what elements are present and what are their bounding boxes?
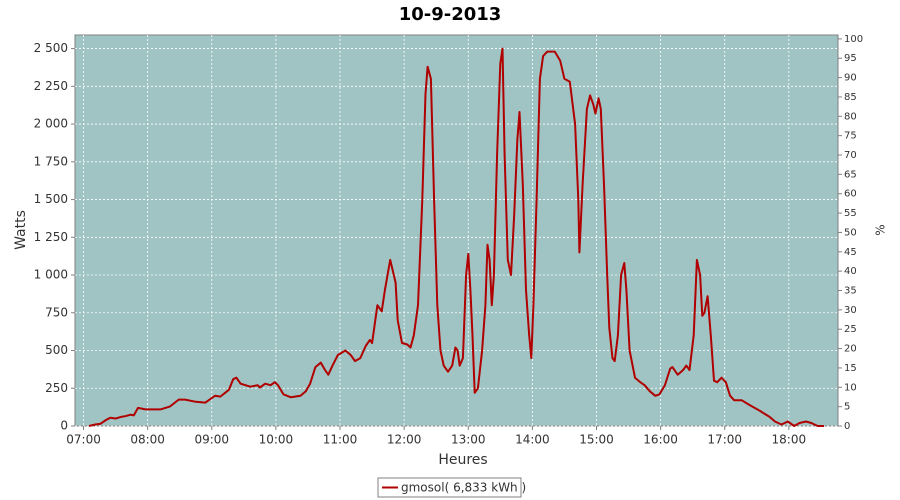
y2-tick-label: 70 bbox=[844, 150, 857, 161]
y-tick-label: 500 bbox=[45, 343, 68, 357]
x-tick-label: 16:00 bbox=[643, 433, 678, 447]
y2-tick-label: 5 bbox=[844, 402, 850, 413]
y2-tick-label: 100 bbox=[844, 34, 863, 45]
legend-label: gmosol( 6,833 kWh ) bbox=[401, 481, 526, 495]
y2-tick-label: 25 bbox=[844, 324, 857, 335]
x-tick-label: 08:00 bbox=[130, 433, 165, 447]
y2-axis-label: % bbox=[874, 224, 888, 235]
y2-tick-label: 90 bbox=[844, 73, 857, 84]
y2-tick-label: 75 bbox=[844, 131, 857, 142]
y2-tick-label: 10 bbox=[844, 382, 857, 393]
chart-title: 10-9-2013 bbox=[399, 4, 502, 25]
y2-tick-label: 60 bbox=[844, 189, 857, 200]
y-tick-label: 1 250 bbox=[34, 230, 68, 244]
x-tick-label: 11:00 bbox=[323, 433, 358, 447]
y2-tick-label: 35 bbox=[844, 286, 857, 297]
y2-tick-label: 15 bbox=[844, 363, 857, 374]
x-tick-label: 12:00 bbox=[387, 433, 422, 447]
y2-tick-label: 40 bbox=[844, 266, 857, 277]
y2-tick-label: 0 bbox=[844, 421, 850, 432]
legend-box bbox=[377, 477, 522, 498]
y-tick-label: 2 500 bbox=[34, 41, 68, 55]
x-tick-label: 07:00 bbox=[66, 433, 101, 447]
y-tick-label: 250 bbox=[45, 381, 68, 395]
y2-tick-label: 95 bbox=[844, 53, 857, 64]
y2-tick-label: 85 bbox=[844, 92, 857, 103]
x-axis-label: Heures bbox=[438, 452, 487, 468]
x-tick-label: 09:00 bbox=[194, 433, 229, 447]
y-tick-label: 2 250 bbox=[34, 79, 68, 93]
y-tick-label: 1 750 bbox=[34, 154, 68, 168]
x-tick-label: 10:00 bbox=[259, 433, 294, 447]
x-tick-label: 15:00 bbox=[579, 433, 614, 447]
y2-tick-label: 20 bbox=[844, 344, 857, 355]
x-tick-label: 13:00 bbox=[451, 433, 486, 447]
y2-tick-label: 65 bbox=[844, 169, 857, 180]
y-axis-label: Watts bbox=[13, 210, 29, 250]
y2-tick-label: 45 bbox=[844, 247, 857, 258]
y-tick-label: 750 bbox=[45, 305, 68, 319]
y2-tick-label: 50 bbox=[844, 227, 857, 238]
y2-tick-label: 55 bbox=[844, 208, 857, 219]
y-tick-label: 1 500 bbox=[34, 192, 68, 206]
x-tick-label: 17:00 bbox=[707, 433, 742, 447]
series-line bbox=[88, 47, 825, 427]
y-tick-label: 1 000 bbox=[34, 268, 68, 282]
plot-area bbox=[74, 34, 839, 427]
x-tick-label: 14:00 bbox=[515, 433, 550, 447]
y2-tick-label: 80 bbox=[844, 111, 857, 122]
y2-tick-label: 30 bbox=[844, 305, 857, 316]
y-tick-label: 0 bbox=[60, 419, 68, 433]
y-tick-label: 2 000 bbox=[34, 117, 68, 131]
x-tick-label: 18:00 bbox=[772, 433, 807, 447]
